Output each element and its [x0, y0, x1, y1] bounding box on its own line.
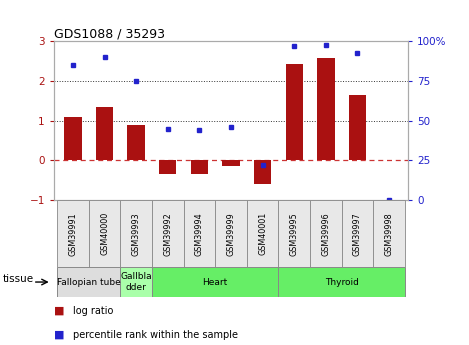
- Bar: [317, 58, 334, 160]
- Bar: [341, 200, 373, 267]
- Bar: [310, 200, 341, 267]
- Text: Fallopian tube: Fallopian tube: [57, 277, 121, 287]
- Text: Gallbla
dder: Gallbla dder: [121, 272, 152, 292]
- Text: ■: ■: [54, 306, 64, 315]
- Bar: [152, 267, 279, 297]
- Bar: [183, 200, 215, 267]
- Text: GSM39992: GSM39992: [163, 212, 172, 256]
- Bar: [279, 200, 310, 267]
- Bar: [349, 95, 366, 160]
- Text: GDS1088 / 35293: GDS1088 / 35293: [54, 27, 165, 40]
- Bar: [89, 200, 121, 267]
- Bar: [121, 267, 152, 297]
- Text: GSM39995: GSM39995: [290, 212, 299, 256]
- Bar: [121, 200, 152, 267]
- Bar: [279, 267, 405, 297]
- Text: GSM39994: GSM39994: [195, 212, 204, 256]
- Bar: [57, 200, 89, 267]
- Bar: [96, 107, 113, 160]
- Bar: [286, 65, 303, 160]
- Bar: [373, 200, 405, 267]
- Bar: [152, 200, 183, 267]
- Text: Heart: Heart: [203, 277, 228, 287]
- Bar: [128, 125, 145, 160]
- Text: GSM39996: GSM39996: [321, 212, 330, 256]
- Text: GSM39997: GSM39997: [353, 212, 362, 256]
- Text: GSM39999: GSM39999: [227, 212, 235, 256]
- Bar: [215, 200, 247, 267]
- Bar: [57, 267, 121, 297]
- Text: log ratio: log ratio: [73, 306, 113, 315]
- Text: ■: ■: [54, 330, 64, 339]
- Bar: [254, 160, 271, 184]
- Text: tissue: tissue: [2, 274, 33, 284]
- Bar: [64, 117, 82, 160]
- Text: GSM39993: GSM39993: [132, 212, 141, 256]
- Text: GSM40000: GSM40000: [100, 212, 109, 255]
- Bar: [191, 160, 208, 174]
- Text: percentile rank within the sample: percentile rank within the sample: [73, 330, 238, 339]
- Text: Thyroid: Thyroid: [325, 277, 359, 287]
- Text: GSM39998: GSM39998: [385, 212, 393, 256]
- Text: GSM40001: GSM40001: [258, 212, 267, 255]
- Bar: [247, 200, 279, 267]
- Bar: [159, 160, 176, 174]
- Bar: [222, 160, 240, 166]
- Text: GSM39991: GSM39991: [68, 212, 77, 256]
